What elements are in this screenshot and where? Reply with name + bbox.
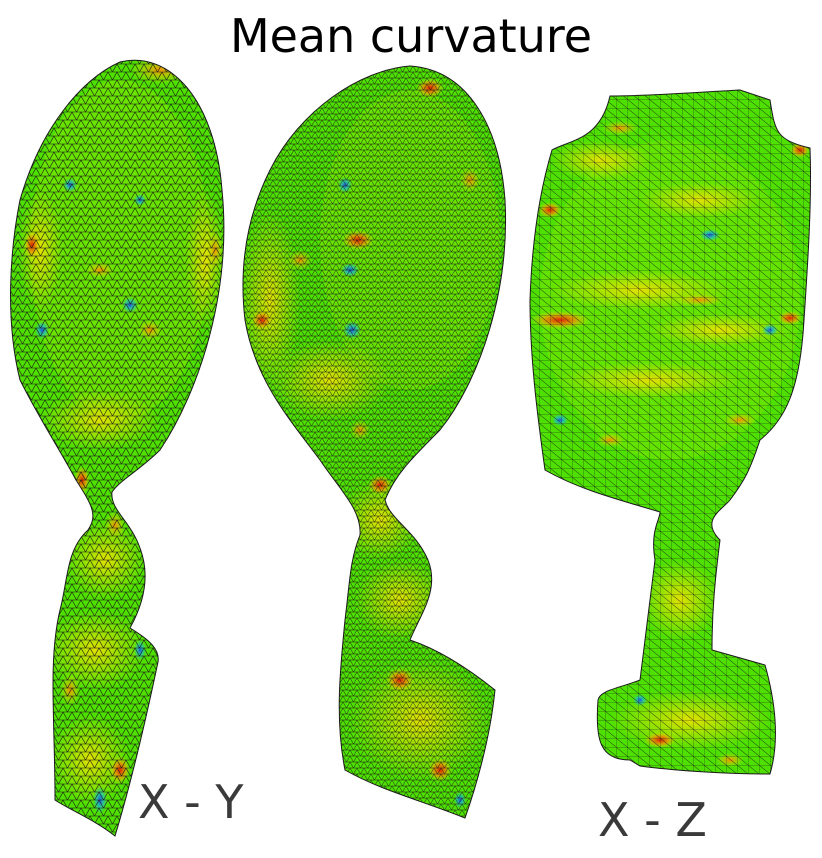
mesh-view-right [529,89,812,775]
figure-title: Mean curvature [229,9,593,63]
mesh-view-middle [242,65,507,819]
mesh-view-left [10,59,225,837]
view-label-x-y: X - Y [138,775,244,829]
view-label-x-z: X - Z [598,793,707,847]
